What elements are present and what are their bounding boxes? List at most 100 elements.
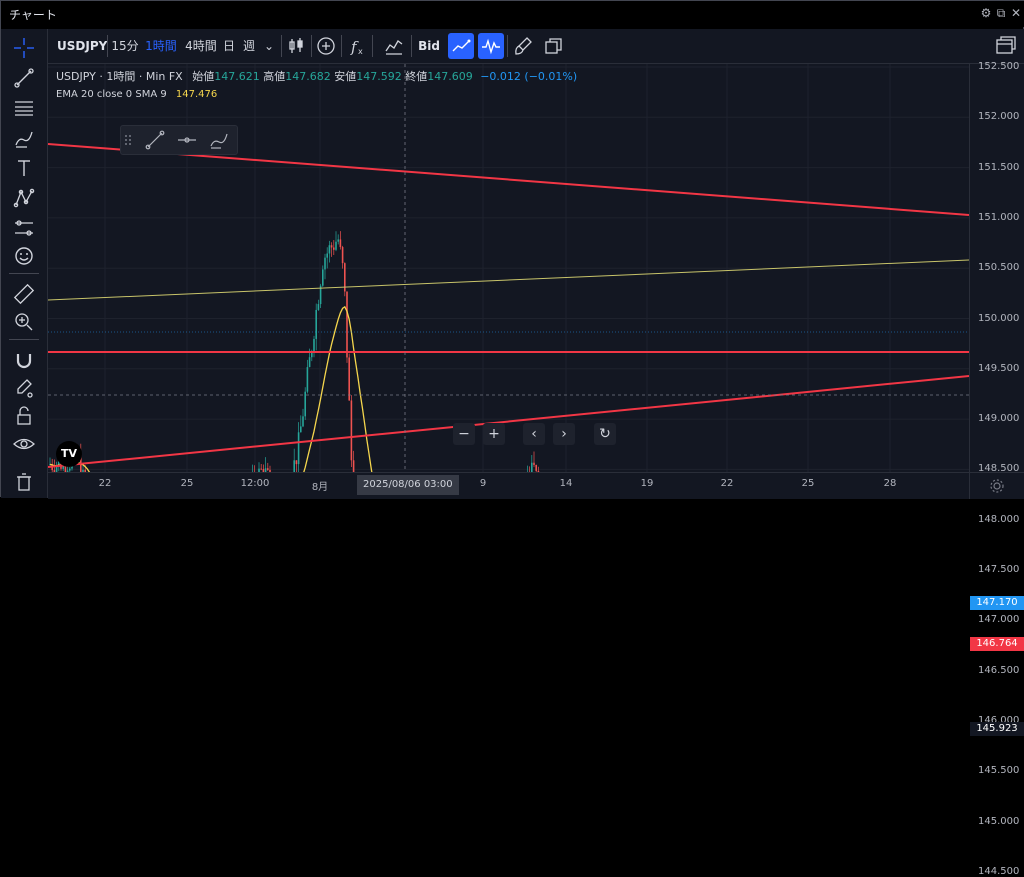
trash-icon[interactable] (11, 469, 37, 495)
ohlc-legend: USDJPY · 1時間 · Min FX 始値147.621 高値147.68… (56, 68, 577, 84)
candle-body (337, 239, 339, 242)
toolbar-divider (9, 339, 39, 340)
time-tick-label: 12:00 (240, 478, 270, 489)
candle-body (330, 245, 333, 248)
toolbar-divider (507, 35, 508, 57)
drawing-mode-icon[interactable] (11, 375, 37, 401)
indicator-legend[interactable]: EMA 20 close 0 SMA 9 147.476 (56, 89, 217, 100)
candle-body (306, 367, 309, 392)
candle-body (295, 460, 298, 465)
candle-body (339, 239, 342, 248)
grid (48, 64, 969, 472)
price-tick-label: 149.000 (978, 413, 1020, 425)
time-axis[interactable]: 2025/08/06 03:00 22 25 12:00 8月 9 14 19 22 25 28 (48, 472, 969, 499)
symbol-button[interactable]: USDJPY (57, 39, 108, 53)
add-compare-icon[interactable] (313, 33, 339, 59)
candle-body (267, 468, 269, 470)
axis-settings-corner[interactable] (969, 472, 1024, 499)
candle-body (333, 247, 335, 250)
tradingview-logo[interactable]: TV (56, 441, 82, 467)
settings-icon[interactable]: ⚙ (980, 6, 992, 20)
candle-body (531, 462, 533, 472)
close-icon[interactable]: ✕ (1010, 6, 1022, 20)
interval-4h[interactable]: 4時間 (185, 39, 217, 53)
floating-trend-line-icon[interactable] (143, 128, 167, 152)
candle-body (69, 468, 71, 471)
interval-week[interactable]: 週 (242, 39, 255, 53)
drag-handle-icon[interactable] (123, 130, 133, 150)
channel-line[interactable] (48, 259, 969, 301)
time-tick-label: 8月 (311, 482, 329, 493)
trend-line-upper[interactable] (48, 143, 969, 216)
crosshair-icon[interactable] (11, 35, 37, 61)
zoom-in-icon[interactable] (11, 309, 37, 335)
interval-day[interactable]: 日 (222, 39, 235, 53)
indicator-value: 147.476 (175, 89, 218, 100)
ruler-icon[interactable] (11, 281, 37, 307)
floating-horizontal-line-icon[interactable] (175, 128, 199, 152)
duplicate-window-icon[interactable] (540, 33, 566, 59)
price-tick-label: 151.000 (978, 211, 1020, 223)
price-axis[interactable]: 152.500 152.000 151.500 151.000 150.500 150.0… (969, 61, 1024, 877)
price-tick-label: 150.000 (978, 312, 1020, 324)
paint-brush-icon[interactable] (510, 33, 536, 59)
candle-body (328, 245, 331, 254)
eye-icon[interactable] (11, 431, 37, 457)
candle-body (269, 469, 271, 472)
zoom-in-button[interactable]: + (483, 423, 505, 445)
window-title: チャート (9, 8, 57, 22)
candle-body (297, 432, 300, 465)
price-tick-label: 151.500 (978, 161, 1020, 173)
fib-retracement-icon[interactable] (11, 95, 37, 121)
trend-line-icon[interactable] (11, 65, 37, 91)
interval-dropdown-chevron-icon[interactable]: ⌄ (263, 39, 275, 53)
emoji-icon[interactable] (11, 243, 37, 269)
time-tick-label: 25 (180, 478, 194, 489)
candle-body (313, 338, 315, 352)
legend-symbol[interactable]: USDJPY · 1時間 · Min FX (56, 70, 183, 83)
candle-body (533, 462, 535, 465)
pattern-icon[interactable] (11, 185, 37, 211)
text-tool-icon[interactable] (11, 155, 37, 181)
floating-brush-icon[interactable] (207, 128, 231, 152)
candle-body (82, 469, 84, 472)
legend-low-label: 安値 (334, 70, 357, 83)
price-tick-label: 149.500 (978, 362, 1020, 374)
crosshair-time-label: 2025/08/06 03:00 (357, 475, 459, 495)
candle-body (352, 460, 355, 472)
magnet-icon[interactable] (11, 347, 37, 373)
axis-settings-gear-icon[interactable] (989, 478, 1005, 494)
time-tick-label: 9 (479, 478, 487, 489)
chart-pane[interactable]: USDJPY · 1時間 · Min FX 始値147.621 高値147.68… (48, 64, 969, 472)
scroll-right-button[interactable]: › (553, 423, 575, 445)
interval-1h[interactable]: 1時間 (145, 39, 177, 53)
templates-icon[interactable] (381, 33, 407, 59)
price-tick-label: 148.000 (978, 513, 1020, 525)
scroll-left-button[interactable]: ‹ (523, 423, 545, 445)
zoom-out-button[interactable]: − (453, 423, 475, 445)
ema-line (49, 305, 373, 472)
price-plot[interactable] (48, 64, 969, 472)
trend-line-lower[interactable] (48, 375, 969, 468)
trade-line-icon[interactable] (448, 33, 474, 59)
brush-icon[interactable] (11, 125, 37, 151)
order-line-icon[interactable] (478, 33, 504, 59)
prediction-icon[interactable] (11, 215, 37, 241)
candle-body (304, 391, 306, 417)
interval-15m[interactable]: 15分 (111, 39, 139, 53)
price-tick-label: 146.500 (978, 664, 1020, 676)
legend-open-label: 始値 (192, 70, 215, 83)
candle-body (53, 470, 56, 472)
legend-close: 147.609 (427, 70, 473, 83)
popout-icon[interactable]: ⧉ (996, 6, 1006, 20)
toolbar-divider (372, 35, 373, 57)
reset-chart-button[interactable]: ↻ (594, 423, 616, 445)
price-tick-label: 148.500 (978, 463, 1020, 475)
price-tick-label: 147.500 (978, 564, 1020, 575)
lock-icon[interactable] (11, 403, 37, 429)
bid-ask-button[interactable]: Bid (418, 39, 440, 53)
candles-icon[interactable] (283, 33, 309, 59)
layout-icon[interactable] (993, 33, 1019, 59)
